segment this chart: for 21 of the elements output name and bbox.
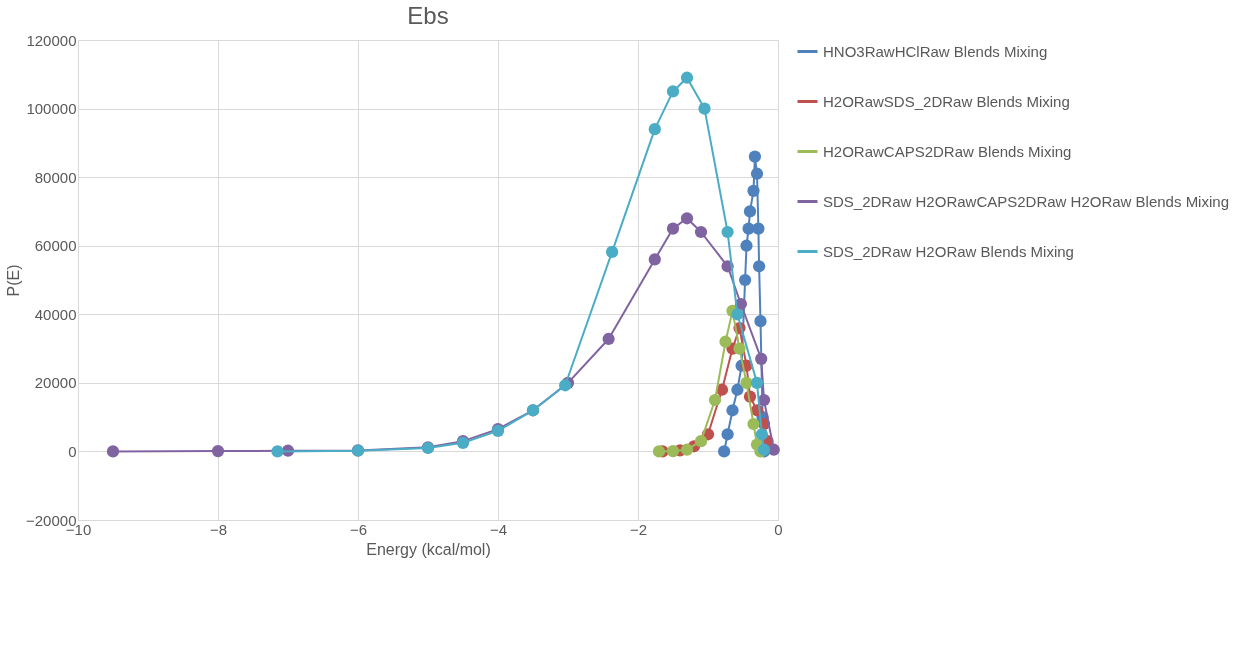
x-tick-label: −4	[489, 520, 508, 538]
y-tick-label: 120000	[26, 31, 77, 49]
y-tick-label: 20000	[34, 374, 77, 392]
x-tick-label: −8	[209, 520, 228, 538]
chart-title: Ebs	[407, 2, 449, 29]
y-tick-label: 100000	[26, 100, 77, 118]
y-tick-label: 0	[68, 442, 77, 460]
x-tick-label: −6	[349, 520, 368, 538]
x-tick-label: 0	[774, 520, 783, 538]
y-tick-label: 80000	[34, 168, 77, 186]
y-tick-label: −20000	[26, 511, 77, 529]
x-tick-label: −2	[629, 520, 648, 538]
legend-label: H2ORawCAPS2DRaw Blends Mixing	[823, 142, 1072, 160]
legend-label: H2ORawSDS_2DRaw Blends Mixing	[823, 92, 1070, 110]
legend-label: SDS_2DRaw H2ORaw Blends Mixing	[823, 242, 1074, 260]
legend-label: HNO3RawHClRaw Blends Mixing	[823, 42, 1048, 60]
y-axis-title: P(E)	[5, 264, 23, 297]
y-tick-label: 60000	[34, 237, 77, 255]
x-axis-title: Energy (kcal/mol)	[366, 540, 491, 558]
legend-label: SDS_2DRaw H2ORawCAPS2DRaw H2ORaw Blends Mixing	[823, 192, 1229, 210]
y-tick-label: 40000	[34, 305, 77, 323]
